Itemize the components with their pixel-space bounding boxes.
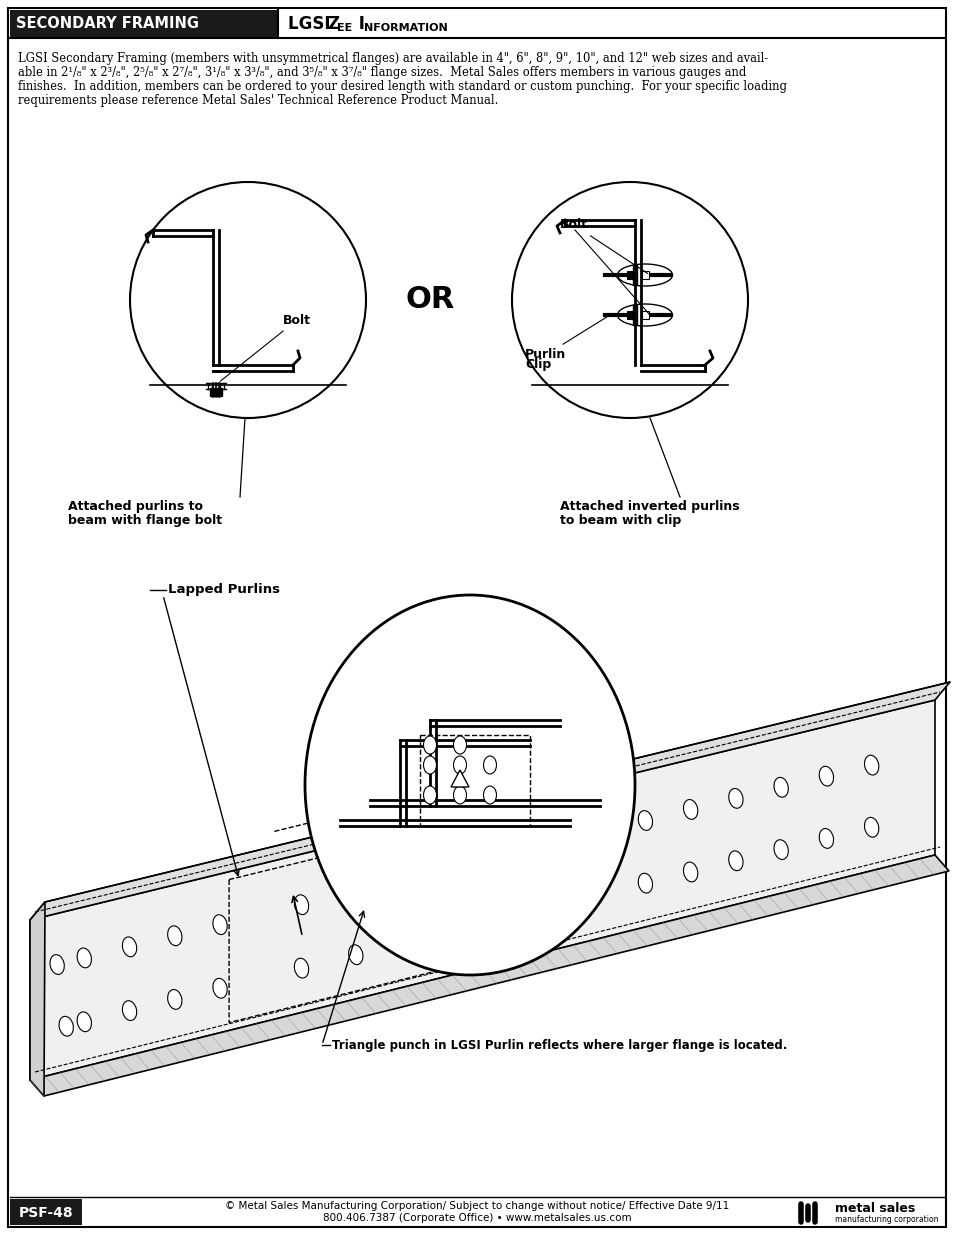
Text: able in 2¹/₈" x 2³/₈", 2⁵/₈" x 2⁷/₈", 3¹/₈" x 3³/₈", and 3⁵/₈" x 3⁷/₈" flange si: able in 2¹/₈" x 2³/₈", 2⁵/₈" x 2⁷/₈", 3¹… (18, 65, 745, 79)
Bar (10, 1199, 82, 1225)
Ellipse shape (423, 756, 436, 774)
Text: Attached inverted purlins: Attached inverted purlins (559, 500, 739, 513)
Ellipse shape (484, 911, 498, 931)
Ellipse shape (453, 736, 466, 755)
Ellipse shape (122, 937, 136, 957)
Ellipse shape (423, 785, 436, 804)
Text: EE: EE (336, 23, 352, 33)
Ellipse shape (682, 862, 697, 882)
Ellipse shape (438, 923, 453, 942)
Ellipse shape (863, 756, 878, 776)
Ellipse shape (773, 840, 787, 860)
Text: LGSI Secondary Framing (members with unsymmetrical flanges) are available in 4",: LGSI Secondary Framing (members with uns… (18, 52, 767, 65)
Ellipse shape (294, 958, 309, 978)
Ellipse shape (638, 810, 652, 830)
Polygon shape (355, 887, 374, 908)
Circle shape (512, 182, 747, 417)
Text: Triangle punch in LGSI Purlin reflects where larger flange is located.: Triangle punch in LGSI Purlin reflects w… (332, 1039, 786, 1051)
Ellipse shape (728, 851, 742, 871)
Text: © Metal Sales Manufacturing Corporation/ Subject to change without notice/ Effec: © Metal Sales Manufacturing Corporation/… (225, 1200, 728, 1212)
Ellipse shape (50, 955, 64, 974)
Ellipse shape (59, 1016, 73, 1036)
Text: to beam with clip: to beam with clip (559, 514, 680, 527)
Polygon shape (451, 769, 469, 787)
Ellipse shape (453, 785, 466, 804)
Bar (626, 311, 634, 319)
Text: Bolt: Bolt (559, 219, 647, 273)
Ellipse shape (638, 873, 652, 893)
Ellipse shape (453, 756, 466, 774)
Bar (210, 388, 222, 396)
Ellipse shape (773, 777, 787, 797)
Polygon shape (30, 700, 934, 1079)
Ellipse shape (484, 848, 498, 868)
Text: Lapped Purlins: Lapped Purlins (168, 583, 280, 597)
Text: PSF-48: PSF-48 (19, 1207, 73, 1220)
Ellipse shape (423, 736, 436, 755)
Text: Z: Z (327, 15, 338, 33)
Text: metal sales: metal sales (834, 1202, 914, 1214)
Ellipse shape (483, 756, 496, 774)
Text: 800.406.7387 (Corporate Office) • www.metalsales.us.com: 800.406.7387 (Corporate Office) • www.me… (322, 1213, 631, 1223)
Text: Attached purlins to: Attached purlins to (68, 500, 203, 513)
Text: beam with flange bolt: beam with flange bolt (68, 514, 222, 527)
Text: LGSI: LGSI (288, 15, 335, 33)
Ellipse shape (294, 895, 309, 915)
Text: OR: OR (405, 285, 455, 315)
Text: NFORMATION: NFORMATION (364, 23, 447, 33)
Polygon shape (30, 855, 948, 1095)
Text: finishes.  In addition, members can be ordered to your desired length with stand: finishes. In addition, members can be or… (18, 80, 786, 93)
Ellipse shape (77, 1011, 91, 1031)
Ellipse shape (213, 978, 227, 998)
Ellipse shape (348, 882, 362, 902)
Ellipse shape (77, 948, 91, 968)
Ellipse shape (168, 989, 182, 1009)
Ellipse shape (305, 595, 635, 974)
Ellipse shape (819, 829, 833, 848)
Text: Bolt: Bolt (220, 314, 311, 382)
Text: Purlin: Purlin (524, 316, 607, 362)
Ellipse shape (168, 926, 182, 946)
Ellipse shape (682, 799, 697, 819)
Ellipse shape (483, 785, 496, 804)
Bar (641, 311, 648, 319)
Ellipse shape (348, 945, 362, 965)
Ellipse shape (438, 860, 453, 879)
Text: Clip: Clip (524, 358, 551, 370)
Bar (10, 10, 277, 38)
Ellipse shape (213, 915, 227, 935)
Bar (641, 270, 648, 279)
Ellipse shape (863, 818, 878, 837)
Ellipse shape (394, 871, 408, 890)
Text: manufacturing corporation: manufacturing corporation (834, 1215, 938, 1224)
Ellipse shape (819, 766, 833, 787)
Text: SECONDARY FRAMING: SECONDARY FRAMING (16, 16, 199, 32)
Text: I: I (353, 15, 364, 33)
Ellipse shape (394, 934, 408, 953)
Polygon shape (30, 682, 949, 920)
Bar (626, 270, 634, 279)
Polygon shape (30, 902, 45, 1095)
Ellipse shape (728, 788, 742, 808)
Ellipse shape (122, 1000, 136, 1020)
Circle shape (130, 182, 366, 417)
Text: requirements please reference Metal Sales' Technical Reference Product Manual.: requirements please reference Metal Sale… (18, 94, 497, 107)
